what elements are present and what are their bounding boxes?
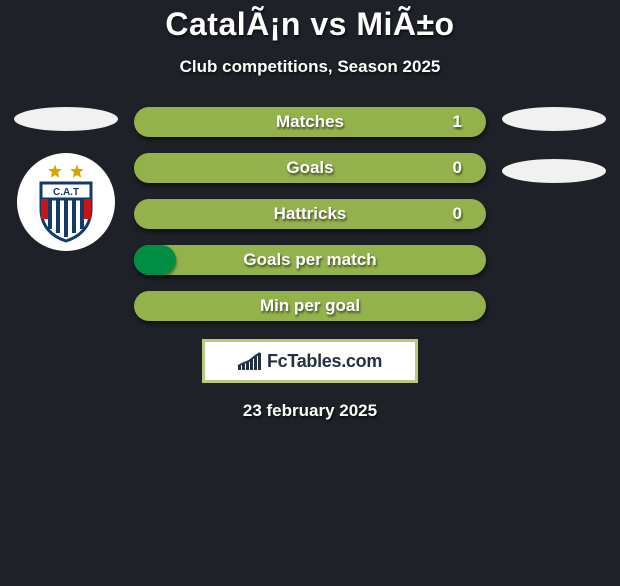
stat-right-value: 0 — [453, 158, 462, 178]
stat-row: Goals per match — [134, 245, 486, 275]
stat-label: Goals — [286, 158, 333, 178]
shield-icon: C.A.T — [39, 181, 93, 243]
stat-row: 0 Hattricks — [134, 199, 486, 229]
brand-box[interactable]: FcTables.com — [202, 339, 418, 383]
brand-bars-icon — [238, 353, 261, 370]
stat-pill-base: Goals per match — [134, 245, 486, 275]
stat-pill-base: 0 Goals — [134, 153, 486, 183]
stat-label: Matches — [276, 112, 344, 132]
left-column: C.A.T — [6, 107, 126, 251]
stats-column: 1 Matches 0 Goals 0 Hattricks Goals per match M… — [126, 107, 494, 321]
stat-pill-base: Min per goal — [134, 291, 486, 321]
page-subtitle: Club competitions, Season 2025 — [0, 57, 620, 77]
page-title: CatalÃ¡n vs MiÃ±o — [0, 6, 620, 43]
stat-row: Min per goal — [134, 291, 486, 321]
stat-row: 0 Goals — [134, 153, 486, 183]
stat-label: Min per goal — [260, 296, 360, 316]
columns: C.A.T 1 Matches 0 Goals 0 Hattricks Goals per … — [0, 107, 620, 321]
brand-text: FcTables.com — [267, 351, 382, 372]
stat-pill-base: 0 Hattricks — [134, 199, 486, 229]
left-player-ellipse — [14, 107, 118, 131]
club-badge: C.A.T — [17, 153, 115, 251]
badge-shield: C.A.T — [39, 181, 93, 248]
update-date: 23 february 2025 — [0, 401, 620, 421]
star-icon — [47, 163, 63, 179]
stat-right-value: 0 — [453, 204, 462, 224]
stat-label: Goals per match — [243, 250, 376, 270]
trend-line-icon — [236, 350, 264, 370]
right-column — [494, 107, 614, 183]
stat-row: 1 Matches — [134, 107, 486, 137]
stat-pill-overlay — [134, 245, 176, 275]
stat-pill-base: 1 Matches — [134, 107, 486, 137]
badge-stars — [47, 163, 85, 179]
badge-letters: C.A.T — [53, 187, 79, 198]
stat-label: Hattricks — [274, 204, 347, 224]
star-icon — [69, 163, 85, 179]
stat-right-value: 1 — [453, 112, 462, 132]
right-player-ellipse-bottom — [502, 159, 606, 183]
right-player-ellipse-top — [502, 107, 606, 131]
